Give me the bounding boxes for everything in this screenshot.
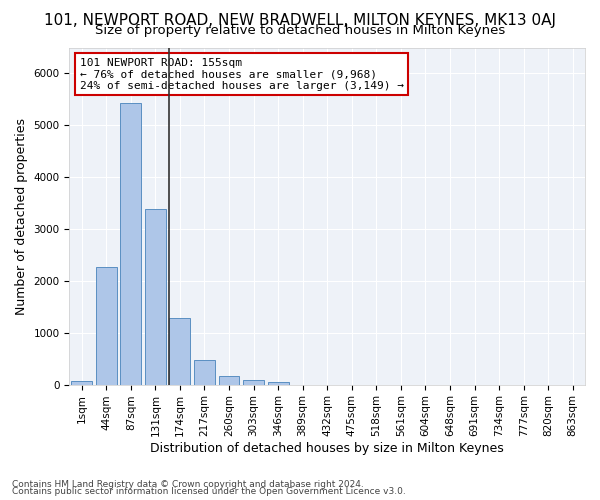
- Bar: [268, 382, 289, 384]
- Text: 101, NEWPORT ROAD, NEW BRADWELL, MILTON KEYNES, MK13 0AJ: 101, NEWPORT ROAD, NEW BRADWELL, MILTON …: [44, 12, 556, 28]
- Bar: [243, 380, 264, 384]
- Bar: [96, 267, 116, 384]
- Bar: [121, 103, 141, 384]
- Bar: [145, 209, 166, 384]
- Text: Size of property relative to detached houses in Milton Keynes: Size of property relative to detached ho…: [95, 24, 505, 37]
- Y-axis label: Number of detached properties: Number of detached properties: [15, 118, 28, 314]
- X-axis label: Distribution of detached houses by size in Milton Keynes: Distribution of detached houses by size …: [151, 442, 504, 455]
- Text: 101 NEWPORT ROAD: 155sqm
← 76% of detached houses are smaller (9,968)
24% of sem: 101 NEWPORT ROAD: 155sqm ← 76% of detach…: [80, 58, 404, 91]
- Text: Contains public sector information licensed under the Open Government Licence v3: Contains public sector information licen…: [12, 487, 406, 496]
- Bar: [194, 360, 215, 384]
- Bar: [169, 318, 190, 384]
- Bar: [218, 376, 239, 384]
- Bar: [71, 380, 92, 384]
- Text: Contains HM Land Registry data © Crown copyright and database right 2024.: Contains HM Land Registry data © Crown c…: [12, 480, 364, 489]
